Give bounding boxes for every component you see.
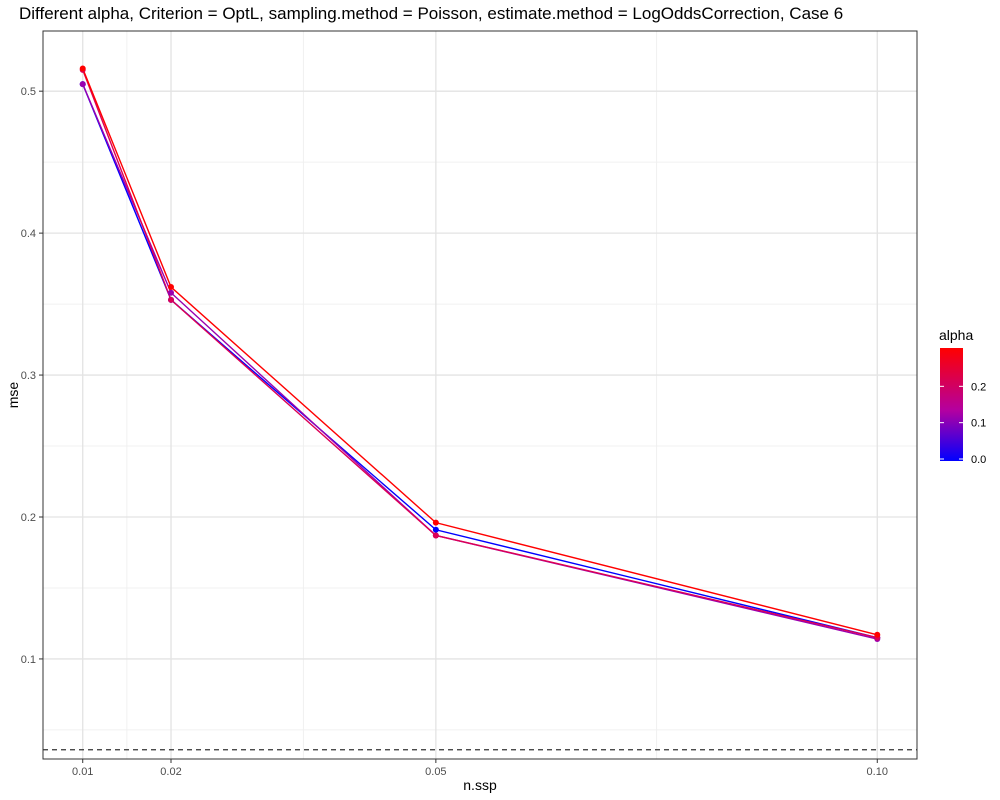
y-tick-label: 0.5 <box>21 86 36 98</box>
data-point <box>79 65 86 72</box>
legend-label: 0.0 <box>971 454 986 466</box>
series-line <box>82 68 878 636</box>
data-point <box>432 532 439 539</box>
plot-border <box>42 30 918 760</box>
y-tick-label: 0.1 <box>21 654 36 666</box>
data-point <box>874 631 881 638</box>
data-point <box>432 519 439 526</box>
data-point <box>168 289 175 296</box>
series-line <box>82 69 878 639</box>
data-point <box>79 81 86 88</box>
legend-colorbar <box>940 348 963 461</box>
y-tick-label: 0.2 <box>21 512 36 524</box>
x-tick-label: 0.01 <box>72 766 93 778</box>
plot-panel <box>43 31 917 759</box>
y-tick-label: 0.4 <box>21 228 36 240</box>
x-tick-label: 0.02 <box>160 766 181 778</box>
legend-title: alpha <box>939 327 973 343</box>
legend-label: 0.2 <box>971 381 986 393</box>
data-point <box>168 296 175 303</box>
x-tick-label: 0.10 <box>867 766 888 778</box>
chart-title: Different alpha, Criterion = OptL, sampl… <box>19 4 844 23</box>
y-tick-label: 0.3 <box>21 370 36 382</box>
x-axis-title: n.ssp <box>463 777 497 793</box>
legend-label: 0.1 <box>971 418 986 430</box>
y-axis-title: mse <box>5 382 21 409</box>
data-point <box>168 284 175 291</box>
x-tick-label: 0.05 <box>425 766 446 778</box>
data-point <box>432 526 439 533</box>
